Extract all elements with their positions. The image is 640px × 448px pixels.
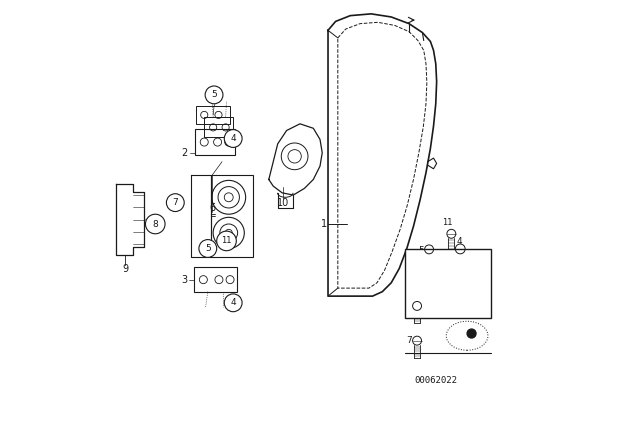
Text: 1: 1 xyxy=(321,219,326,229)
Circle shape xyxy=(217,231,236,251)
Text: 00062022: 00062022 xyxy=(414,376,457,385)
Bar xyxy=(404,250,492,319)
Text: 5: 5 xyxy=(205,244,211,253)
Text: 11: 11 xyxy=(221,237,232,246)
Bar xyxy=(204,117,233,137)
Text: 3: 3 xyxy=(181,275,188,284)
Bar xyxy=(195,129,234,155)
Text: 4: 4 xyxy=(230,134,236,143)
Text: 4: 4 xyxy=(456,237,462,246)
Circle shape xyxy=(467,329,476,338)
Circle shape xyxy=(145,214,165,234)
Text: 10: 10 xyxy=(277,198,290,207)
Bar xyxy=(195,267,237,292)
Bar xyxy=(196,106,230,124)
Circle shape xyxy=(199,240,217,258)
Text: 8: 8 xyxy=(406,302,412,310)
Text: 4: 4 xyxy=(230,298,236,307)
Text: 8: 8 xyxy=(152,220,158,228)
Circle shape xyxy=(205,86,223,104)
Circle shape xyxy=(166,194,184,211)
Text: 7: 7 xyxy=(406,336,412,345)
Circle shape xyxy=(224,294,242,312)
Text: 5: 5 xyxy=(418,246,424,255)
Text: 11: 11 xyxy=(442,218,452,227)
Text: 6: 6 xyxy=(209,203,215,213)
Text: 5: 5 xyxy=(211,90,217,99)
Text: 9: 9 xyxy=(122,263,129,274)
Text: 2: 2 xyxy=(181,148,188,158)
Bar xyxy=(211,175,253,258)
Circle shape xyxy=(224,129,242,147)
Text: 7: 7 xyxy=(172,198,178,207)
